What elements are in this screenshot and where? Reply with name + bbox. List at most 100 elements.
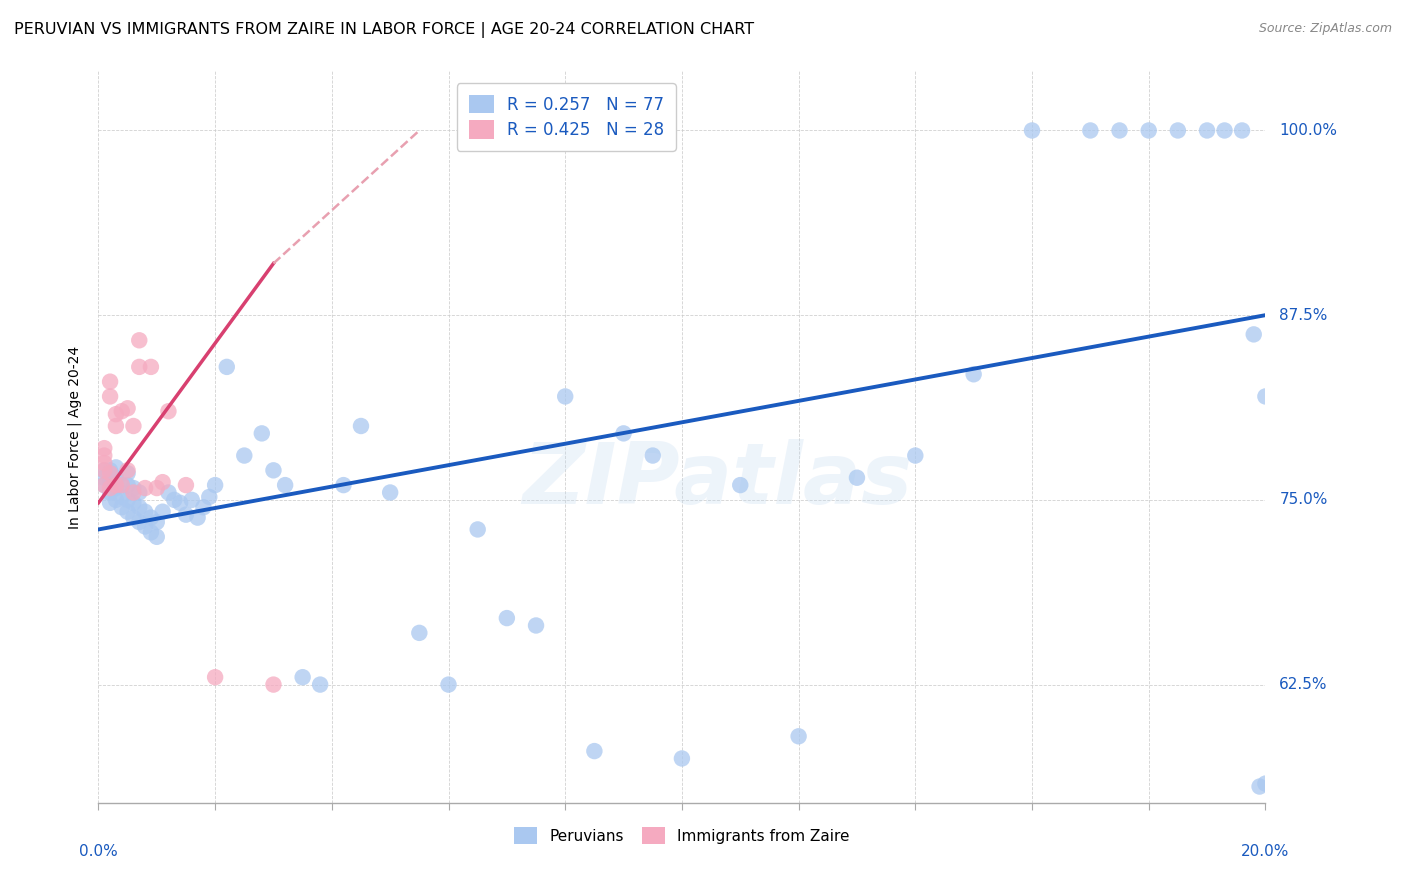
Point xyxy=(93,463,115,477)
Point xyxy=(128,333,150,347)
Point xyxy=(117,478,139,492)
Text: 75.0%: 75.0% xyxy=(1279,492,1327,508)
Point xyxy=(467,523,489,537)
Point xyxy=(730,478,752,492)
Point xyxy=(111,404,134,418)
Point xyxy=(122,496,145,510)
Point xyxy=(496,611,519,625)
Legend: Peruvians, Immigrants from Zaire: Peruvians, Immigrants from Zaire xyxy=(508,822,856,850)
Point xyxy=(117,467,139,481)
Point xyxy=(157,404,180,418)
Point xyxy=(157,485,180,500)
Point xyxy=(787,729,810,743)
Text: 0.0%: 0.0% xyxy=(79,845,118,860)
Text: Source: ZipAtlas.com: Source: ZipAtlas.com xyxy=(1258,22,1392,36)
Point xyxy=(104,407,127,421)
Point xyxy=(583,744,606,758)
Point xyxy=(380,485,402,500)
Point xyxy=(198,490,221,504)
Point xyxy=(98,389,121,403)
Point xyxy=(554,389,576,403)
Point xyxy=(309,677,332,691)
Point xyxy=(612,426,634,441)
Text: 100.0%: 100.0% xyxy=(1279,123,1337,138)
Text: 62.5%: 62.5% xyxy=(1279,677,1327,692)
Point xyxy=(152,475,174,490)
Point xyxy=(139,525,162,540)
Point xyxy=(1167,123,1189,137)
Point xyxy=(117,463,139,477)
Point xyxy=(128,515,150,529)
Point xyxy=(1230,123,1253,137)
Point xyxy=(1254,776,1277,790)
Point xyxy=(93,463,115,477)
Point xyxy=(262,677,284,691)
Point xyxy=(98,375,121,389)
Point xyxy=(215,359,238,374)
Point xyxy=(111,478,134,492)
Point xyxy=(437,677,460,691)
Point xyxy=(104,492,127,507)
Point xyxy=(350,419,373,434)
Point xyxy=(104,478,127,492)
Point xyxy=(93,456,115,470)
Point xyxy=(962,368,984,382)
Point xyxy=(122,510,145,524)
Point xyxy=(1249,780,1271,794)
Point xyxy=(134,505,156,519)
Point xyxy=(187,510,209,524)
Point xyxy=(122,485,145,500)
Point xyxy=(332,478,354,492)
Point xyxy=(98,481,121,495)
Point xyxy=(117,401,139,416)
Point xyxy=(104,460,127,475)
Point xyxy=(93,441,115,455)
Point xyxy=(904,449,927,463)
Point xyxy=(128,500,150,515)
Point xyxy=(408,625,430,640)
Point xyxy=(128,359,150,374)
Point xyxy=(111,490,134,504)
Point xyxy=(174,508,197,522)
Point xyxy=(104,419,127,434)
Y-axis label: In Labor Force | Age 20-24: In Labor Force | Age 20-24 xyxy=(67,345,83,529)
Point xyxy=(98,485,121,500)
Point xyxy=(93,478,115,492)
Text: ZIPatlas: ZIPatlas xyxy=(522,440,912,523)
Point xyxy=(146,481,169,495)
Text: 87.5%: 87.5% xyxy=(1279,308,1327,323)
Point xyxy=(671,751,693,765)
Point xyxy=(146,515,169,529)
Point xyxy=(146,530,169,544)
Point xyxy=(233,449,256,463)
Point xyxy=(98,475,121,490)
Point xyxy=(524,618,547,632)
Text: PERUVIAN VS IMMIGRANTS FROM ZAIRE IN LABOR FORCE | AGE 20-24 CORRELATION CHART: PERUVIAN VS IMMIGRANTS FROM ZAIRE IN LAB… xyxy=(14,22,754,38)
Point xyxy=(1137,123,1160,137)
Point xyxy=(152,505,174,519)
Point xyxy=(180,492,202,507)
Point xyxy=(1243,327,1265,342)
Point xyxy=(1021,123,1043,137)
Point xyxy=(1213,123,1236,137)
Point xyxy=(93,471,115,485)
Point xyxy=(139,510,162,524)
Point xyxy=(1195,123,1218,137)
Point xyxy=(169,496,191,510)
Point xyxy=(134,519,156,533)
Point xyxy=(1108,123,1130,137)
Point xyxy=(122,481,145,495)
Point xyxy=(117,505,139,519)
Point xyxy=(134,481,156,495)
Point xyxy=(291,670,314,684)
Point xyxy=(1254,389,1277,403)
Point xyxy=(204,478,226,492)
Point xyxy=(204,670,226,684)
Point xyxy=(641,449,664,463)
Text: 20.0%: 20.0% xyxy=(1241,845,1289,860)
Point xyxy=(104,481,127,495)
Point xyxy=(274,478,297,492)
Point xyxy=(174,478,197,492)
Point xyxy=(846,471,869,485)
Point xyxy=(250,426,273,441)
